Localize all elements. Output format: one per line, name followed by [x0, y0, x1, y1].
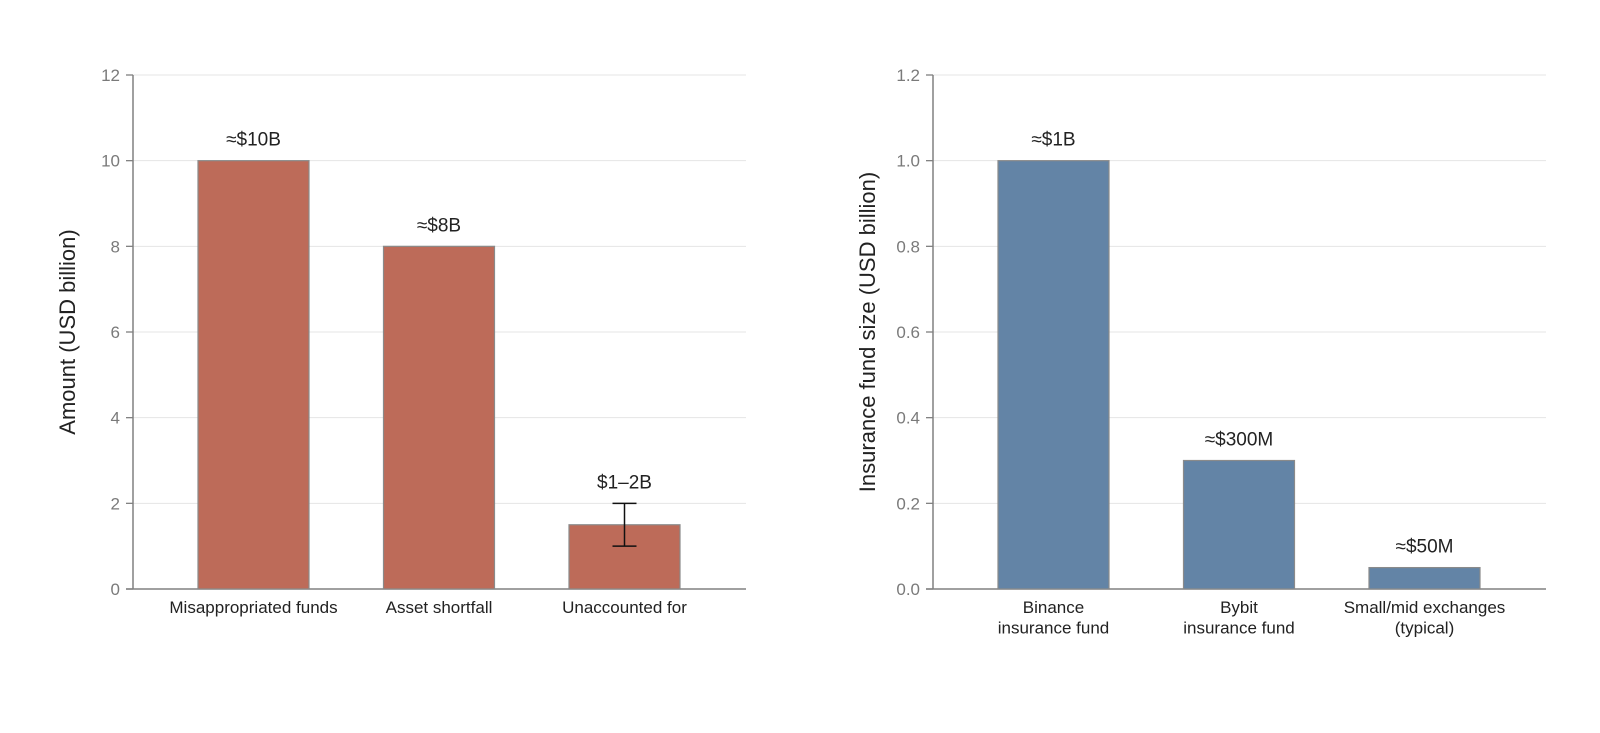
- category-label-line: insurance fund: [1183, 619, 1295, 638]
- data-label: ≈$8B: [417, 215, 461, 236]
- y-tick-label: 1.0: [896, 152, 920, 171]
- category-label: Misappropriated funds: [169, 598, 337, 617]
- bar: [197, 160, 310, 590]
- category-label-line: Asset shortfall: [386, 598, 493, 617]
- category-label-line: Unaccounted for: [562, 598, 687, 617]
- category-label: Bybit insurance fund: [1183, 598, 1295, 638]
- category-label-line: (typical): [1395, 619, 1455, 638]
- category-label: Binance insurance fund: [998, 598, 1110, 638]
- category-label-line: Binance: [1023, 598, 1084, 617]
- y-tick-label: 0: [111, 580, 120, 599]
- y-axis-title: Insurance fund size (USD billion): [855, 172, 880, 492]
- y-tick-label: 0.8: [896, 237, 920, 256]
- data-label: ≈$10B: [226, 130, 281, 151]
- y-tick-label: 0.0: [896, 580, 920, 599]
- bar: [1182, 459, 1296, 590]
- y-tick-label: 8: [111, 237, 120, 256]
- y-tick-label: 4: [111, 409, 120, 428]
- category-label-line: Bybit: [1220, 598, 1258, 617]
- bar: [1368, 566, 1481, 590]
- y-tick-label: 6: [111, 323, 120, 342]
- y-tick-label: 10: [101, 152, 120, 171]
- category-label: Unaccounted for: [562, 598, 687, 617]
- y-tick-label: 2: [111, 494, 120, 513]
- y-tick-label: 0.6: [896, 323, 920, 342]
- category-label-line: Small/mid exchanges: [1344, 598, 1506, 617]
- category-label-line: insurance fund: [998, 619, 1110, 638]
- y-tick-label: 12: [101, 66, 120, 85]
- y-axis-title: Amount (USD billion): [55, 229, 80, 434]
- y-tick-label: 1.2: [896, 66, 920, 85]
- chart-amounts: 0 2 4 6 8 10 12 Amount (USD billion) ≈$10B Misapp…: [55, 66, 746, 617]
- data-label: $1–2B: [597, 472, 652, 493]
- category-label: Small/mid exchanges (typical): [1344, 598, 1506, 638]
- y-tick-label: 0.2: [896, 494, 920, 513]
- data-label: ≈$1B: [1031, 130, 1075, 151]
- bar: [997, 160, 1110, 590]
- category-label: Asset shortfall: [386, 598, 493, 617]
- bar: [382, 245, 496, 590]
- category-label-line: Misappropriated funds: [169, 598, 337, 617]
- data-label: ≈$300M: [1205, 430, 1274, 451]
- data-label: ≈$50M: [1396, 537, 1454, 558]
- y-tick-label: 0.4: [896, 409, 920, 428]
- chart-insurance-funds: 0.0 0.2 0.4 0.6 0.8 1.0 1.2 Insurance fund size…: [855, 66, 1546, 638]
